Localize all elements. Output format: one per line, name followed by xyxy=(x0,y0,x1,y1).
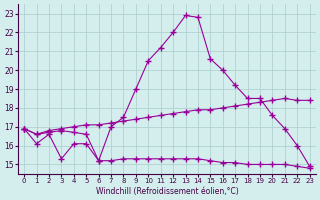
X-axis label: Windchill (Refroidissement éolien,°C): Windchill (Refroidissement éolien,°C) xyxy=(96,187,238,196)
